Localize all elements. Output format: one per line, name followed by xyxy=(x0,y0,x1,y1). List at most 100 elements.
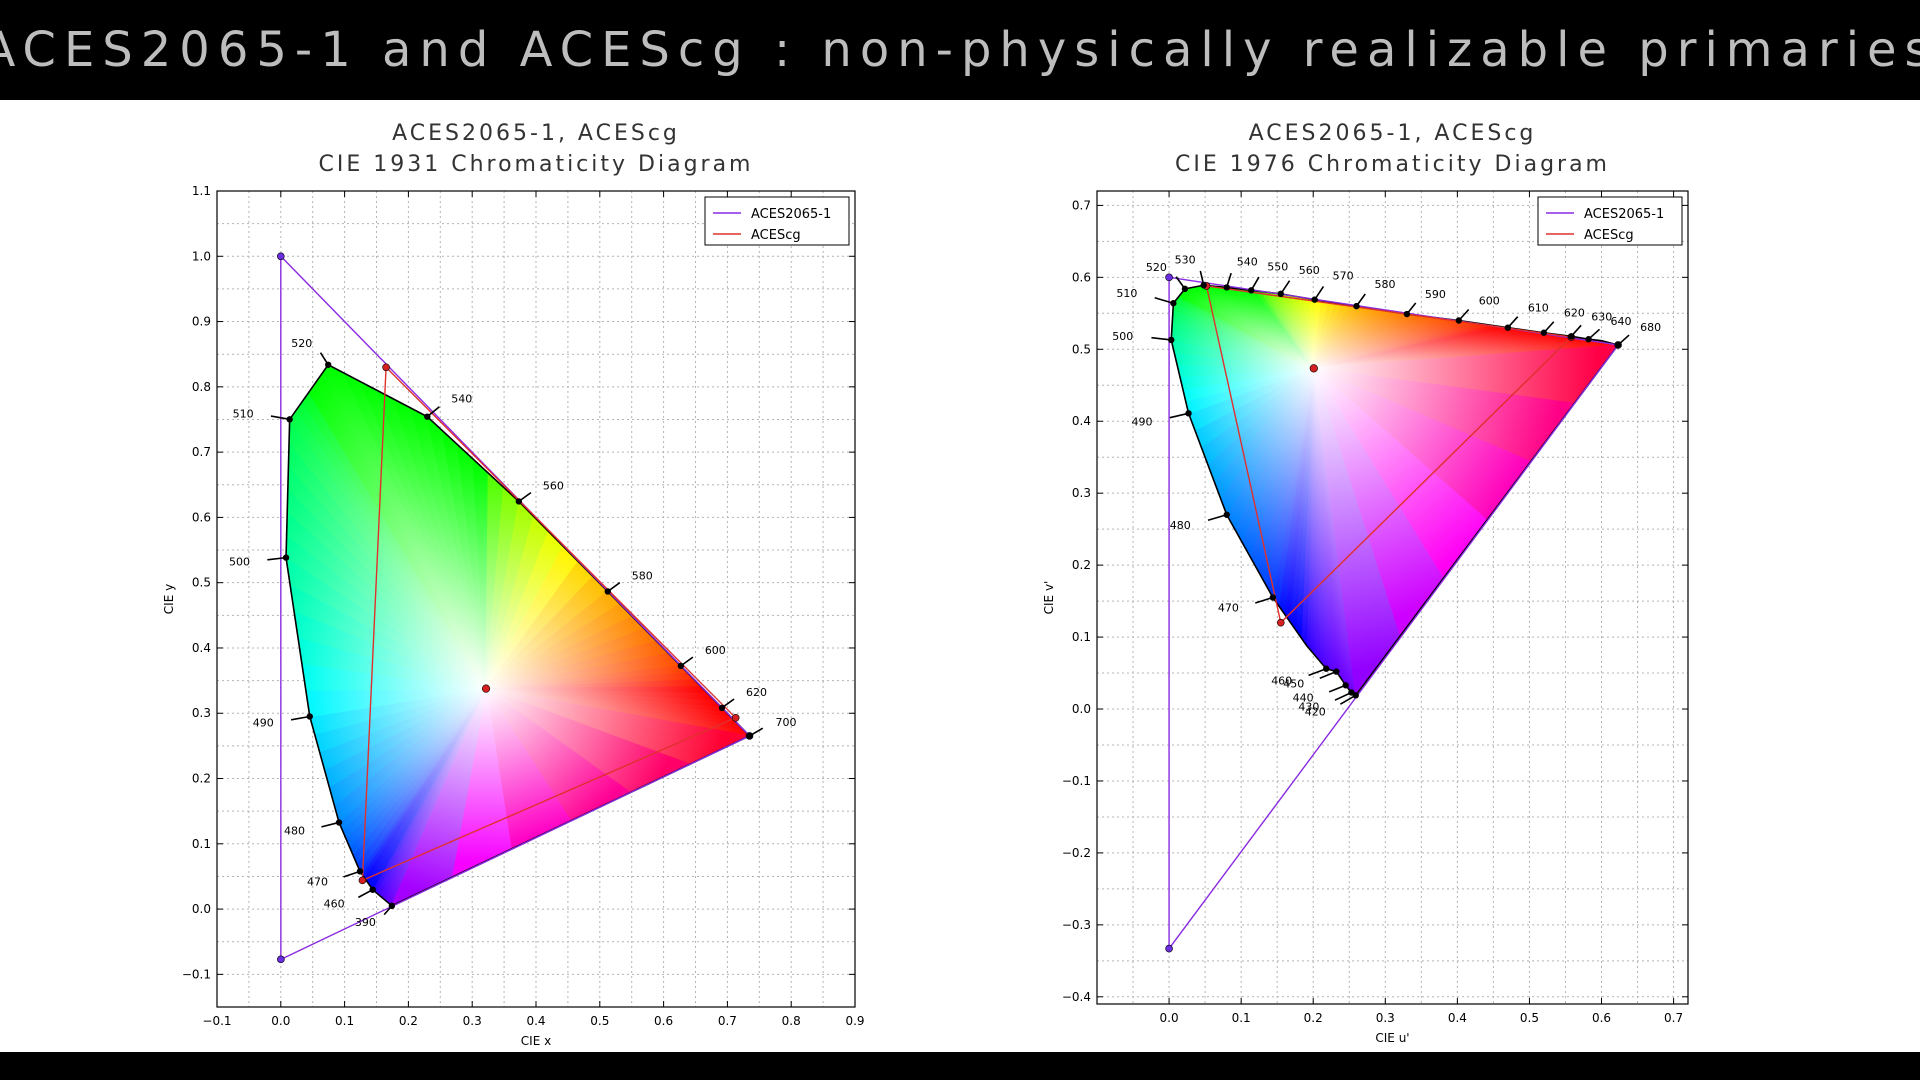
wavelength-point xyxy=(1614,341,1622,349)
wavelength-point xyxy=(746,732,753,740)
series-point-aces2065-1 xyxy=(276,252,285,261)
wavelength-label: 500 xyxy=(1112,330,1133,343)
y-tick-label: 0.1 xyxy=(192,837,211,851)
wavelength-point xyxy=(1223,511,1230,518)
y-tick-label: −0.1 xyxy=(182,967,211,981)
legend-label: ACEScg xyxy=(1584,228,1634,243)
wavelength-label: 620 xyxy=(1564,307,1585,320)
chart-title: ACES2065-1, ACEScg xyxy=(392,121,680,146)
series-point-aces2065-1 xyxy=(277,955,285,964)
y-tick-label: 0.3 xyxy=(192,706,211,720)
axes-frame xyxy=(1096,190,1689,1005)
wavelength-label: 600 xyxy=(1479,295,1500,308)
x-tick-label: 0.7 xyxy=(1664,1011,1683,1025)
wavelength-label: 430 xyxy=(1298,700,1319,713)
y-tick-label: 0.1 xyxy=(1072,630,1091,644)
y-tick-label: 1.1 xyxy=(192,184,211,198)
wavelength-label: 630 xyxy=(1591,310,1612,323)
wavelength-label: 540 xyxy=(1237,255,1258,268)
wavelength-label: 620 xyxy=(746,686,767,699)
wavelength-point xyxy=(325,361,332,368)
y-tick-label: −0.1 xyxy=(1062,774,1091,788)
wavelength-label: 560 xyxy=(543,479,564,492)
wavelength-label: 540 xyxy=(451,393,472,406)
x-tick-label: 0.7 xyxy=(718,1014,737,1028)
wavelength-label: 460 xyxy=(1271,675,1292,688)
wavelength-label: 420 xyxy=(1305,705,1326,718)
y-tick-label: 0.0 xyxy=(192,902,211,916)
wavelength-label: 550 xyxy=(1267,260,1288,273)
wavelength-point xyxy=(1311,296,1318,303)
x-tick-label: −0.1 xyxy=(202,1014,231,1028)
wavelength-point xyxy=(515,498,523,505)
y-tick-label: 0.7 xyxy=(192,445,211,459)
wavelength-point xyxy=(1403,310,1411,318)
series-point-acescg xyxy=(1276,618,1285,627)
cie1976-chart: ACES2065-1, ACEScg CIE 1976 Chromaticity … xyxy=(1042,121,1689,1045)
y-axis-label: CIE y xyxy=(162,584,176,614)
series-line-acescg xyxy=(361,365,737,882)
wavelength-point xyxy=(282,554,290,561)
wavelength-label: 580 xyxy=(1374,278,1395,291)
locus-fill xyxy=(1171,285,1619,696)
wavelength-label: 600 xyxy=(705,644,726,657)
wavelength-label: 490 xyxy=(253,717,274,730)
wavelength-point xyxy=(1223,284,1230,291)
x-tick-label: 0.4 xyxy=(1448,1011,1467,1025)
y-tick-label: 1.0 xyxy=(192,249,211,263)
wavelength-label: 460 xyxy=(324,898,345,911)
wavelength-point xyxy=(1185,410,1192,417)
locus-fill xyxy=(286,364,750,906)
wavelength-point xyxy=(1248,287,1255,294)
cie1931-chart: ACES2065-1, ACEScg CIE 1931 Chromaticity … xyxy=(162,121,865,1048)
x-tick-label: 0.8 xyxy=(782,1014,801,1028)
wavelength-label: 480 xyxy=(1170,519,1191,532)
wavelength-label: 700 xyxy=(776,716,797,729)
bottom-bar xyxy=(0,1052,1920,1080)
wavelength-label: 610 xyxy=(1528,302,1549,315)
wavelength-label: 440 xyxy=(1293,691,1314,704)
x-tick-label: 0.5 xyxy=(1520,1011,1539,1025)
legend-label: ACEScg xyxy=(751,228,801,243)
y-tick-label: 0.5 xyxy=(192,576,211,590)
legend: ACES2065-1 ACEScg xyxy=(1537,196,1683,246)
wavelength-point xyxy=(424,413,431,420)
y-tick-label: 0.7 xyxy=(1072,198,1091,212)
wavelength-point xyxy=(604,588,611,595)
x-tick-label: 0.2 xyxy=(399,1014,418,1028)
series-point-acescg xyxy=(382,363,390,372)
x-tick-label: 0.5 xyxy=(590,1014,609,1028)
x-tick-label: 0.3 xyxy=(1376,1011,1395,1025)
wavelength-label: 500 xyxy=(229,556,250,569)
wavelength-point xyxy=(1348,689,1355,696)
wavelength-label: 640 xyxy=(1611,315,1632,328)
wavelength-label: 490 xyxy=(1132,415,1153,428)
wavelength-label: 520 xyxy=(291,337,312,350)
wavelength-label: 520 xyxy=(1146,261,1167,274)
legend-label: ACES2065-1 xyxy=(751,207,831,222)
x-tick-label: 0.0 xyxy=(271,1014,290,1028)
x-tick-label: 0.3 xyxy=(463,1014,482,1028)
wavelength-point xyxy=(1504,324,1512,331)
wavelength-label: 510 xyxy=(233,407,254,420)
y-tick-label: 0.5 xyxy=(1072,342,1091,356)
wavelength-point xyxy=(1353,302,1360,310)
wavelength-point xyxy=(369,886,376,893)
wavelength-point xyxy=(718,704,726,712)
x-tick-label: 0.1 xyxy=(335,1014,354,1028)
title-bar: ACES2065-1 and ACEScg : non-physically r… xyxy=(0,0,1920,100)
wavelength-point xyxy=(677,662,685,670)
x-tick-label: 0.0 xyxy=(1160,1011,1179,1025)
y-tick-label: 0.2 xyxy=(1072,558,1091,572)
white-point xyxy=(481,684,491,693)
wavelength-point xyxy=(286,416,293,423)
wavelength-tick xyxy=(1169,412,1189,419)
y-tick-label: 0.8 xyxy=(192,380,211,394)
wavelength-label: 560 xyxy=(1299,264,1320,277)
x-tick-label: 0.2 xyxy=(1304,1011,1323,1025)
chart-title: ACES2065-1, ACEScg xyxy=(1249,121,1537,146)
wavelength-point xyxy=(356,868,364,875)
y-tick-label: 0.3 xyxy=(1072,486,1091,500)
legend: ACES2065-1 ACEScg xyxy=(704,196,850,246)
series-point-aces2065-1 xyxy=(1165,273,1173,282)
